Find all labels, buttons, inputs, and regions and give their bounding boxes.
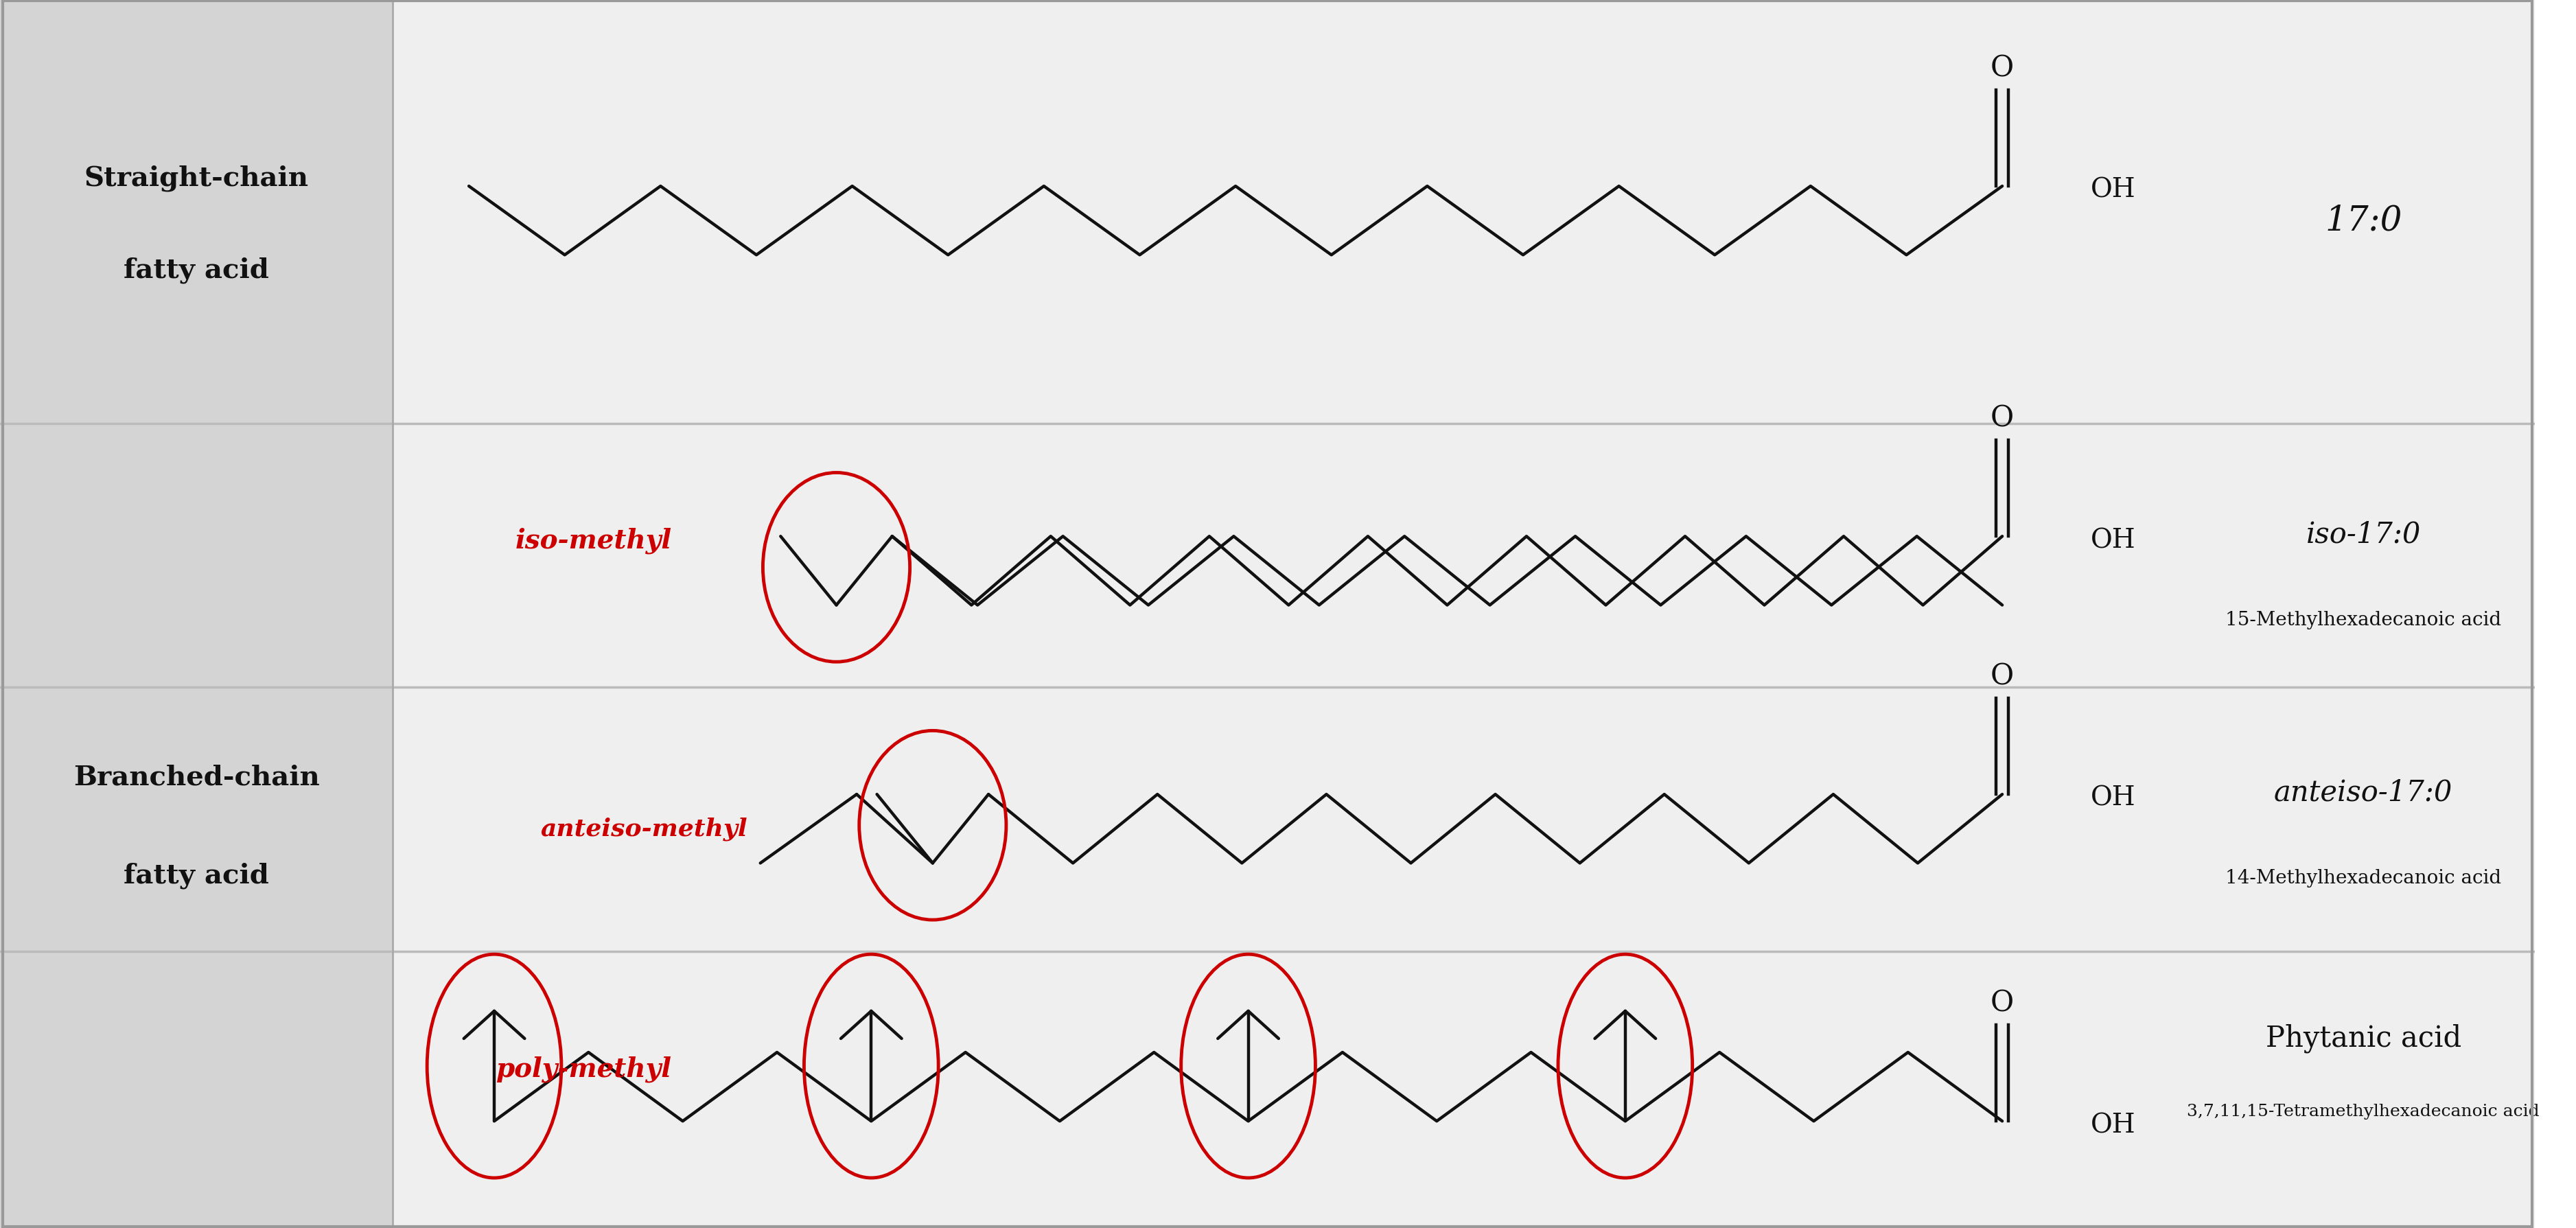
Text: fatty acid: fatty acid [124, 257, 268, 284]
FancyBboxPatch shape [0, 0, 394, 1228]
Text: Straight-chain: Straight-chain [85, 165, 309, 192]
Text: O: O [1991, 404, 2014, 432]
FancyBboxPatch shape [394, 0, 2535, 1228]
Text: fatty acid: fatty acid [124, 862, 268, 888]
Text: iso-17:0: iso-17:0 [2306, 519, 2421, 549]
Text: 14-Methylhexadecanoic acid: 14-Methylhexadecanoic acid [2226, 868, 2501, 888]
Text: Branched-chain: Branched-chain [72, 764, 319, 790]
Text: poly-methyl: poly-methyl [497, 1055, 672, 1082]
Text: OH: OH [2092, 178, 2136, 203]
Text: O: O [1991, 662, 2014, 690]
Text: OH: OH [2092, 528, 2136, 553]
Text: iso-methyl: iso-methyl [515, 527, 672, 554]
Text: O: O [1991, 989, 2014, 1017]
Text: anteiso-methyl: anteiso-methyl [541, 817, 747, 841]
Text: Phytanic acid: Phytanic acid [2264, 1023, 2460, 1052]
Text: OH: OH [2092, 786, 2136, 810]
Text: O: O [1991, 54, 2014, 82]
Text: OH: OH [2092, 1113, 2136, 1137]
Text: 17:0: 17:0 [2324, 204, 2401, 238]
Text: anteiso-17:0: anteiso-17:0 [2275, 777, 2452, 807]
Text: 3,7,11,15-Tetramethylhexadecanoic acid: 3,7,11,15-Tetramethylhexadecanoic acid [2187, 1104, 2540, 1119]
Text: 15-Methylhexadecanoic acid: 15-Methylhexadecanoic acid [2226, 610, 2501, 630]
